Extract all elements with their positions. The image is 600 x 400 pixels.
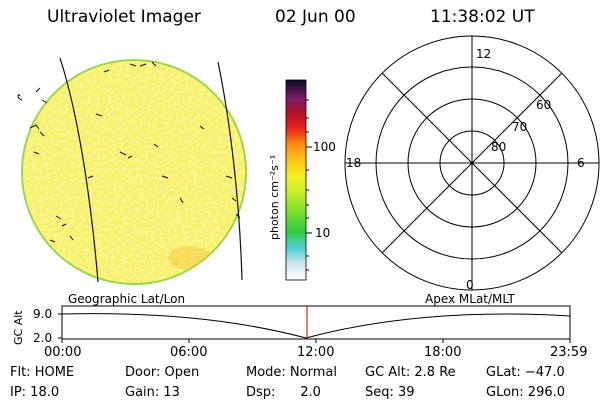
uv-disk-rim bbox=[21, 59, 247, 285]
timeline-y-title: GC Alt bbox=[12, 310, 25, 345]
x-tick-label-2359: 23:59 bbox=[550, 345, 588, 360]
lat-label-80: 80 bbox=[491, 140, 507, 154]
instrument-title: Ultraviolet Imager bbox=[47, 7, 201, 27]
polar-diagonal-2 bbox=[381, 72, 563, 254]
x-tick-label-0000: 00:00 bbox=[44, 345, 82, 360]
timeline-frame bbox=[61, 305, 571, 340]
timeline-right-title: Apex MLat/MLT bbox=[425, 292, 515, 306]
colorbar-tick-100: 100 bbox=[313, 140, 336, 154]
colorbar-tick-10: 10 bbox=[315, 226, 331, 240]
y-tick-label-9: 9.0 bbox=[33, 307, 53, 321]
polar-plot bbox=[344, 35, 600, 291]
date-label: 02 Jun 00 bbox=[275, 7, 356, 27]
status-glon: GLon: 296.0 bbox=[486, 385, 566, 400]
status-gain: Gain: 13 bbox=[125, 385, 180, 400]
status-seq: Seq: 39 bbox=[365, 385, 415, 400]
limb-mark bbox=[17, 94, 23, 101]
coastlines bbox=[29, 61, 241, 243]
x-ticks bbox=[61, 339, 571, 343]
altitude-curve bbox=[61, 313, 571, 339]
colorbar-ticks bbox=[306, 99, 312, 271]
time-label: 11:38:02 UT bbox=[430, 7, 535, 27]
meridian-line-left bbox=[59, 57, 99, 283]
status-ip: IP: 18.0 bbox=[10, 385, 60, 400]
status-gc-alt: GC Alt: 2.8 Re bbox=[365, 365, 456, 380]
uv-disk-texture bbox=[22, 60, 246, 284]
status-glat: GLat: −47.0 bbox=[486, 365, 565, 380]
colorbar-unit-label: photon cm⁻²s⁻¹ bbox=[268, 154, 281, 240]
x-tick-label-1200: 12:00 bbox=[297, 345, 335, 360]
uv-bright-patch bbox=[168, 246, 212, 270]
colorbar-gradient bbox=[285, 79, 307, 281]
mlt-label-12: 12 bbox=[476, 47, 492, 61]
meridian-line-right bbox=[217, 61, 243, 281]
x-tick-label-0600: 06:00 bbox=[170, 345, 208, 360]
y-tick-label-2: 2.0 bbox=[33, 331, 53, 345]
mlt-label-18: 18 bbox=[346, 156, 362, 170]
status-dsp: Dsp: 2.0 bbox=[246, 385, 321, 400]
mlt-label-0: 0 bbox=[466, 278, 474, 292]
x-tick-label-1800: 18:00 bbox=[424, 345, 462, 360]
status-mode: Mode: Normal bbox=[246, 365, 337, 380]
lat-label-70: 70 bbox=[512, 120, 528, 134]
mlt-label-6: 6 bbox=[577, 156, 585, 170]
uv-image bbox=[17, 57, 247, 285]
timeline-plot bbox=[58, 305, 571, 343]
status-door: Door: Open bbox=[125, 365, 200, 380]
timeline-left-title: Geographic Lat/Lon bbox=[68, 292, 186, 306]
status-flt: Flt: HOME bbox=[10, 365, 75, 380]
lat-label-60: 60 bbox=[536, 98, 552, 112]
colorbar bbox=[285, 79, 312, 281]
